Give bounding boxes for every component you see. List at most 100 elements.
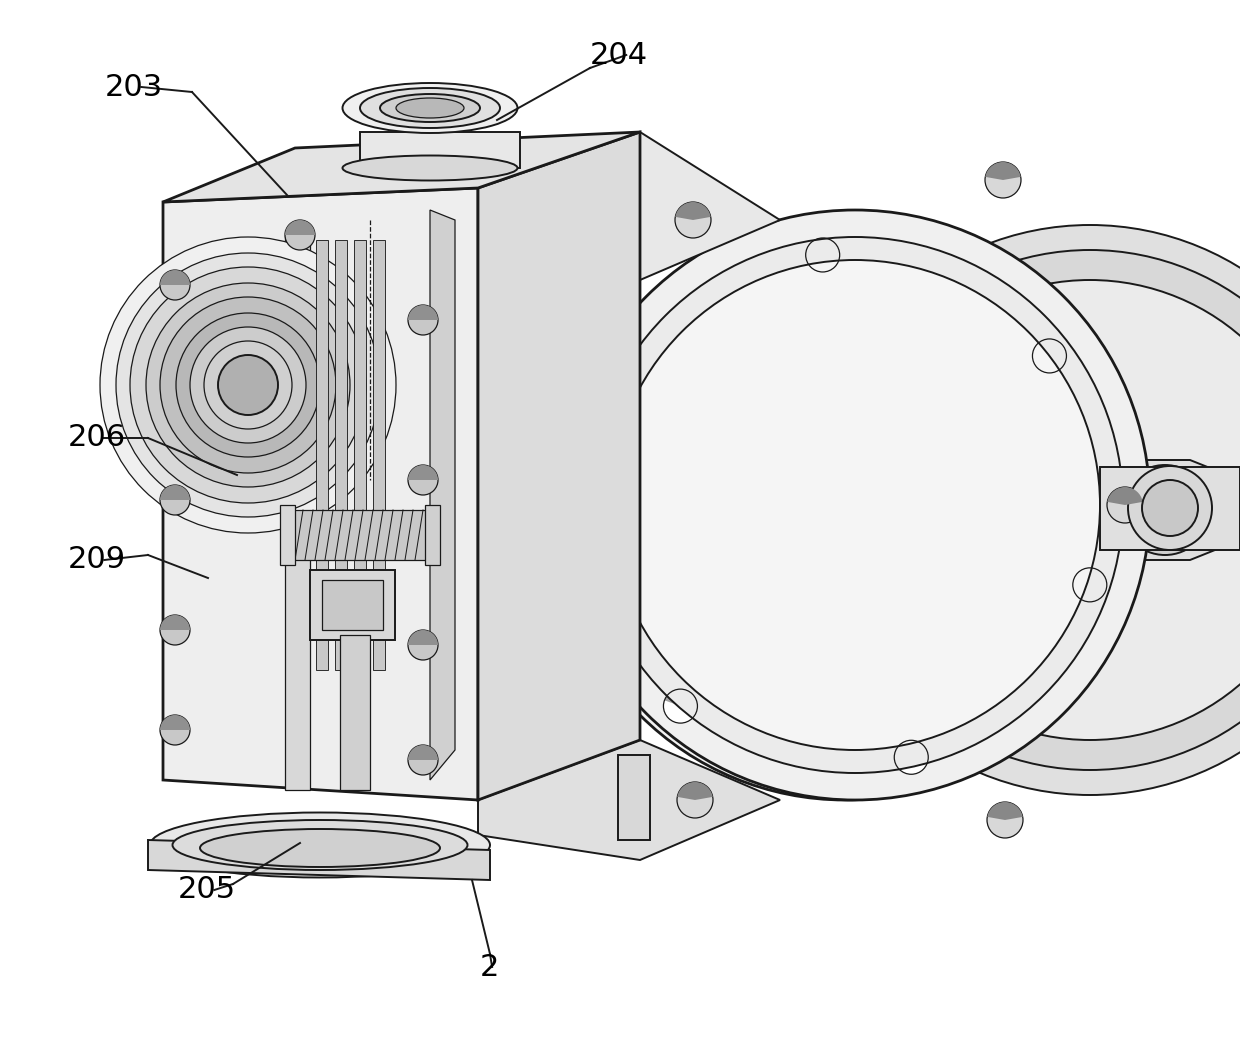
- Polygon shape: [280, 505, 295, 566]
- Circle shape: [205, 341, 291, 429]
- Circle shape: [663, 689, 697, 724]
- Circle shape: [408, 465, 438, 495]
- Circle shape: [408, 745, 438, 775]
- Polygon shape: [895, 741, 929, 758]
- Circle shape: [987, 802, 1023, 838]
- Circle shape: [806, 238, 839, 272]
- Circle shape: [1033, 338, 1066, 372]
- Circle shape: [675, 202, 711, 238]
- Polygon shape: [285, 230, 310, 790]
- Circle shape: [663, 689, 697, 724]
- Polygon shape: [477, 132, 640, 800]
- Polygon shape: [477, 132, 780, 320]
- Polygon shape: [148, 840, 490, 880]
- Polygon shape: [160, 271, 190, 285]
- Ellipse shape: [342, 156, 517, 180]
- Circle shape: [160, 615, 190, 645]
- Circle shape: [806, 238, 839, 272]
- Polygon shape: [353, 240, 366, 669]
- Circle shape: [610, 260, 1100, 750]
- Text: 205: 205: [179, 875, 236, 904]
- Polygon shape: [316, 240, 329, 669]
- Circle shape: [1073, 568, 1107, 602]
- Polygon shape: [285, 510, 430, 560]
- Circle shape: [1128, 466, 1211, 550]
- Polygon shape: [589, 405, 621, 422]
- Polygon shape: [408, 745, 438, 760]
- Polygon shape: [987, 802, 1023, 820]
- Circle shape: [146, 283, 350, 487]
- Text: 209: 209: [68, 545, 126, 574]
- Polygon shape: [335, 240, 347, 669]
- Ellipse shape: [360, 88, 500, 128]
- Polygon shape: [408, 306, 438, 320]
- Circle shape: [1142, 480, 1198, 536]
- Circle shape: [677, 782, 713, 818]
- Polygon shape: [162, 188, 477, 800]
- Polygon shape: [430, 210, 455, 780]
- Circle shape: [894, 741, 929, 775]
- Circle shape: [117, 253, 379, 517]
- Circle shape: [588, 405, 621, 439]
- Ellipse shape: [342, 83, 517, 133]
- Polygon shape: [373, 240, 384, 669]
- Circle shape: [160, 485, 190, 515]
- Text: 2: 2: [480, 953, 500, 981]
- Circle shape: [130, 267, 366, 503]
- Polygon shape: [162, 132, 640, 202]
- Circle shape: [603, 268, 1087, 752]
- Polygon shape: [285, 220, 315, 234]
- Circle shape: [408, 305, 438, 335]
- Circle shape: [190, 327, 306, 443]
- Polygon shape: [1100, 460, 1240, 560]
- Polygon shape: [360, 132, 520, 168]
- Polygon shape: [408, 465, 438, 480]
- Circle shape: [408, 630, 438, 660]
- Polygon shape: [425, 505, 440, 566]
- Polygon shape: [1074, 568, 1107, 585]
- Polygon shape: [160, 615, 190, 630]
- Polygon shape: [618, 755, 650, 840]
- Ellipse shape: [172, 820, 467, 870]
- Polygon shape: [160, 485, 190, 500]
- Circle shape: [830, 250, 1240, 770]
- Circle shape: [218, 355, 278, 415]
- Circle shape: [894, 741, 929, 775]
- Polygon shape: [676, 202, 711, 220]
- Text: 203: 203: [105, 72, 164, 102]
- Polygon shape: [322, 580, 383, 630]
- Circle shape: [577, 242, 1114, 778]
- Circle shape: [1033, 338, 1066, 372]
- Polygon shape: [807, 238, 839, 255]
- Ellipse shape: [396, 98, 464, 118]
- Text: 206: 206: [68, 423, 126, 452]
- Circle shape: [556, 220, 1135, 800]
- Polygon shape: [665, 689, 697, 707]
- Circle shape: [100, 237, 396, 533]
- Circle shape: [160, 297, 336, 473]
- Polygon shape: [1100, 467, 1240, 550]
- Ellipse shape: [379, 94, 480, 122]
- Circle shape: [176, 313, 320, 457]
- Circle shape: [1107, 487, 1143, 523]
- Circle shape: [985, 162, 1021, 198]
- Circle shape: [160, 715, 190, 745]
- Polygon shape: [408, 630, 438, 645]
- Circle shape: [1120, 465, 1210, 555]
- Ellipse shape: [200, 829, 440, 867]
- Circle shape: [285, 220, 315, 250]
- Polygon shape: [160, 715, 190, 730]
- Circle shape: [587, 237, 1123, 773]
- Circle shape: [1073, 568, 1107, 602]
- Polygon shape: [477, 740, 780, 860]
- Circle shape: [160, 269, 190, 300]
- Circle shape: [588, 405, 621, 439]
- Circle shape: [805, 225, 1240, 795]
- Circle shape: [861, 280, 1240, 740]
- Ellipse shape: [150, 813, 490, 877]
- Circle shape: [1135, 480, 1195, 540]
- Text: 204: 204: [590, 40, 649, 70]
- Polygon shape: [340, 634, 370, 790]
- Polygon shape: [310, 570, 396, 640]
- Circle shape: [560, 210, 1149, 800]
